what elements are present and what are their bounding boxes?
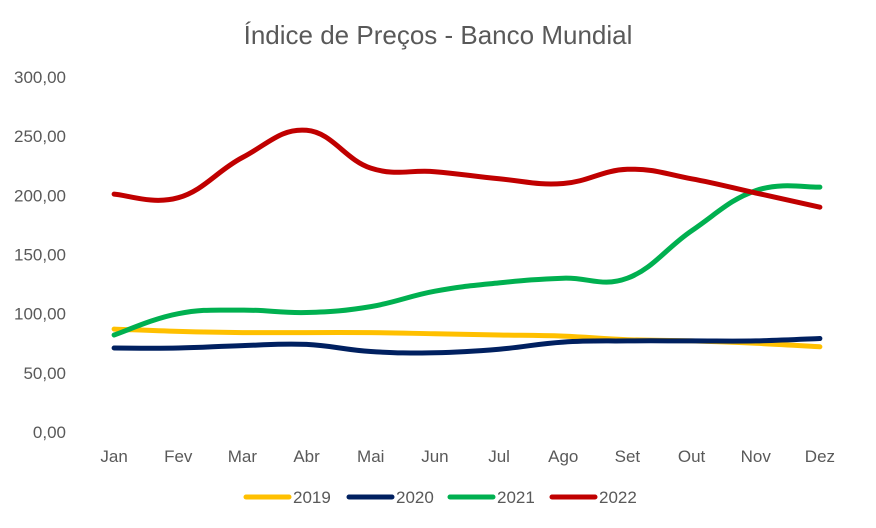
series-lines — [111, 127, 823, 356]
x-tick-label: Jun — [421, 447, 448, 466]
series-line-2022 — [111, 127, 823, 210]
chart-title: Índice de Preços - Banco Mundial — [244, 20, 633, 50]
x-tick-label: Mai — [357, 447, 384, 466]
legend-label-2020: 2020 — [396, 488, 434, 507]
x-tick-label: Dez — [805, 447, 835, 466]
legend-label-2019: 2019 — [293, 488, 331, 507]
x-tick-label: Set — [615, 447, 641, 466]
y-axis-ticks: 0,00 50,00 100,00 150,00 200,00 250,00 300,00 — [14, 68, 66, 442]
x-tick-label: Mar — [228, 447, 258, 466]
y-tick-label: 50,00 — [23, 364, 66, 383]
x-tick-label: Fev — [164, 447, 193, 466]
x-tick-label: Out — [678, 447, 706, 466]
y-tick-label: 200,00 — [14, 186, 66, 205]
y-tick-label: 150,00 — [14, 246, 66, 265]
x-tick-label: Nov — [741, 447, 772, 466]
x-tick-label: Ago — [548, 447, 578, 466]
x-tick-label: Abr — [293, 447, 320, 466]
series-line-2020 — [111, 336, 823, 356]
legend-label-2022: 2022 — [599, 488, 637, 507]
legend: 2019 2020 2021 2022 — [243, 488, 637, 507]
y-tick-label: 250,00 — [14, 127, 66, 146]
x-tick-label: Jan — [100, 447, 127, 466]
series-line-2021 — [111, 183, 823, 338]
y-tick-label: 0,00 — [33, 423, 66, 442]
y-tick-label: 100,00 — [14, 305, 66, 324]
x-axis-ticks: Jan Fev Mar Abr Mai Jun Jul Ago Set Out Nov Dez — [100, 447, 835, 466]
y-tick-label: 300,00 — [14, 68, 66, 87]
x-tick-label: Jul — [488, 447, 510, 466]
legend-label-2021: 2021 — [497, 488, 535, 507]
